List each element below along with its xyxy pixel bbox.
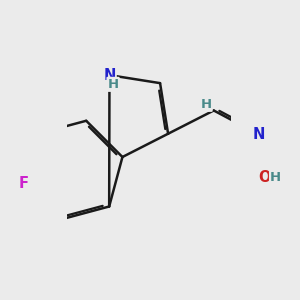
Text: O: O (258, 170, 271, 185)
Text: H: H (200, 98, 211, 111)
Text: H: H (107, 78, 118, 91)
Text: H: H (270, 171, 281, 184)
Text: F: F (18, 176, 28, 191)
Text: N: N (253, 127, 265, 142)
Text: N: N (103, 68, 116, 82)
